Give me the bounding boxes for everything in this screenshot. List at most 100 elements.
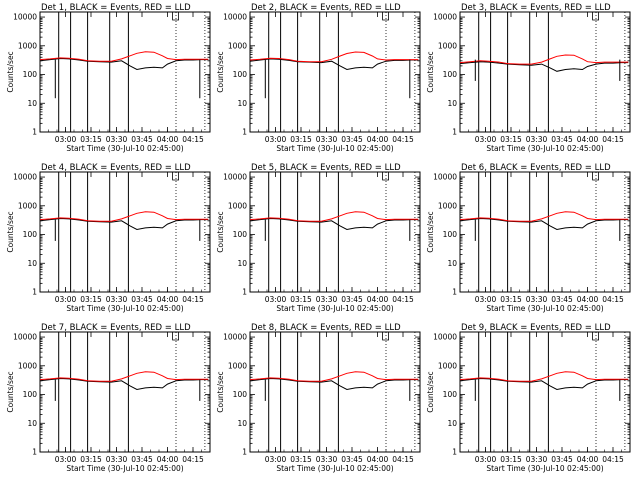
x-axis-label: Start Time (30-Jul-10 02:45:00) <box>486 464 603 473</box>
x-tick-label: 03:45 <box>551 455 573 464</box>
events-series-line <box>249 377 419 391</box>
bracket-marker <box>592 332 599 341</box>
x-tick-label: 03:00 <box>475 455 497 464</box>
y-tick-label: 1 <box>452 128 457 137</box>
y-tick-label: 10000 <box>223 173 247 182</box>
y-tick-label: 1 <box>32 288 37 297</box>
y-tick-label: 1 <box>242 448 247 457</box>
events-series-line <box>459 217 629 231</box>
y-tick-label: 1000 <box>18 361 37 370</box>
x-tick-label: 03:30 <box>106 295 128 304</box>
lld-series-line <box>39 211 209 222</box>
events-series-line <box>459 61 629 72</box>
x-tick-label: 04:00 <box>157 135 179 144</box>
plot-frame <box>39 331 211 453</box>
x-tick-label: 04:00 <box>157 295 179 304</box>
x-tick-label: 04:15 <box>392 295 414 304</box>
x-tick-label: 03:15 <box>500 455 522 464</box>
y-tick-label: 10 <box>237 419 247 428</box>
chart-title: Det 3, BLACK = Events, RED = LLD <box>461 3 611 13</box>
x-tick-label: 04:15 <box>182 455 204 464</box>
x-tick-label: 04:00 <box>367 455 389 464</box>
lld-series-line <box>459 371 629 382</box>
chart-panel: Det 3, BLACK = Events, RED = LLD 1 10 100 10… <box>426 3 631 153</box>
x-tick-label: 03:00 <box>475 295 497 304</box>
bracket-marker <box>382 12 389 21</box>
chart-panel: Det 6, BLACK = Events, RED = LLD 1 10 100 10… <box>426 163 631 313</box>
y-tick-label: 1000 <box>228 361 247 370</box>
y-axis-label: Counts/sec <box>6 51 15 92</box>
chart-panel: Det 1, BLACK = Events, RED = LLD 1 10 100 10… <box>6 3 211 153</box>
events-series-line <box>459 377 629 391</box>
y-tick-label: 10 <box>447 259 457 268</box>
y-axis-label: Counts/sec <box>426 211 435 252</box>
y-tick-label: 1 <box>452 288 457 297</box>
plot-frame <box>459 331 631 453</box>
y-tick-label: 10 <box>27 259 37 268</box>
y-tick-label: 1 <box>242 128 247 137</box>
chart-panel: Det 5, BLACK = Events, RED = LLD 1 10 100 10… <box>216 163 421 313</box>
x-tick-label: 03:30 <box>316 455 338 464</box>
plot-frame <box>249 171 421 293</box>
plot-frame <box>39 171 211 293</box>
y-tick-label: 1000 <box>438 361 457 370</box>
y-tick-label: 10 <box>447 419 457 428</box>
plot-frame <box>459 11 631 133</box>
x-tick-label: 03:15 <box>80 295 102 304</box>
y-tick-label: 1000 <box>18 201 37 210</box>
y-tick-label: 1000 <box>228 41 247 50</box>
x-tick-label: 03:45 <box>551 135 573 144</box>
y-tick-label: 100 <box>443 230 458 239</box>
y-axis-label: Counts/sec <box>426 51 435 92</box>
chart-title: Det 5, BLACK = Events, RED = LLD <box>251 163 401 173</box>
x-tick-label: 04:00 <box>157 455 179 464</box>
x-tick-label: 04:15 <box>602 455 624 464</box>
x-tick-label: 04:15 <box>602 295 624 304</box>
chart-panel: Det 4, BLACK = Events, RED = LLD 1 10 100 10… <box>6 163 211 313</box>
x-tick-label: 03:15 <box>290 295 312 304</box>
y-tick-label: 10 <box>447 99 457 108</box>
y-tick-label: 10000 <box>13 333 37 342</box>
y-axis-label: Counts/sec <box>216 51 225 92</box>
chart-panel: Det 9, BLACK = Events, RED = LLD 1 10 100 10… <box>426 323 631 473</box>
x-axis-label: Start Time (30-Jul-10 02:45:00) <box>486 304 603 313</box>
plot-frame <box>249 11 421 133</box>
bracket-marker <box>592 12 599 21</box>
x-tick-label: 03:00 <box>265 455 287 464</box>
x-tick-label: 04:15 <box>182 135 204 144</box>
y-tick-label: 100 <box>443 70 458 79</box>
events-series-line <box>39 57 209 71</box>
events-series-line <box>39 377 209 391</box>
chart-title: Det 4, BLACK = Events, RED = LLD <box>41 163 191 173</box>
x-tick-label: 03:45 <box>131 295 153 304</box>
x-tick-label: 03:15 <box>500 135 522 144</box>
chart-title: Det 9, BLACK = Events, RED = LLD <box>461 323 611 333</box>
y-tick-label: 10 <box>237 259 247 268</box>
x-tick-label: 04:00 <box>577 455 599 464</box>
lld-series-line <box>249 371 419 382</box>
y-tick-label: 1 <box>242 288 247 297</box>
x-axis-label: Start Time (30-Jul-10 02:45:00) <box>276 464 393 473</box>
y-tick-label: 10 <box>27 99 37 108</box>
x-tick-label: 03:30 <box>526 455 548 464</box>
chart-title: Det 2, BLACK = Events, RED = LLD <box>251 3 401 13</box>
chart-title: Det 1, BLACK = Events, RED = LLD <box>41 3 191 13</box>
y-tick-label: 10000 <box>223 333 247 342</box>
x-tick-label: 03:00 <box>55 455 77 464</box>
chart-panel: Det 7, BLACK = Events, RED = LLD 1 10 100 10… <box>6 323 211 473</box>
y-tick-label: 1000 <box>438 41 457 50</box>
bracket-marker <box>382 332 389 341</box>
y-tick-label: 100 <box>233 230 248 239</box>
x-tick-label: 03:15 <box>80 455 102 464</box>
chart-title: Det 6, BLACK = Events, RED = LLD <box>461 163 611 173</box>
bracket-marker <box>172 332 179 341</box>
x-axis-label: Start Time (30-Jul-10 02:45:00) <box>276 304 393 313</box>
x-tick-label: 04:00 <box>367 135 389 144</box>
y-tick-label: 1000 <box>18 41 37 50</box>
bracket-marker <box>382 172 389 181</box>
y-tick-label: 1000 <box>228 201 247 210</box>
y-tick-label: 10 <box>237 99 247 108</box>
events-series-line <box>39 217 209 231</box>
x-tick-label: 04:15 <box>182 295 204 304</box>
x-tick-label: 04:00 <box>367 295 389 304</box>
